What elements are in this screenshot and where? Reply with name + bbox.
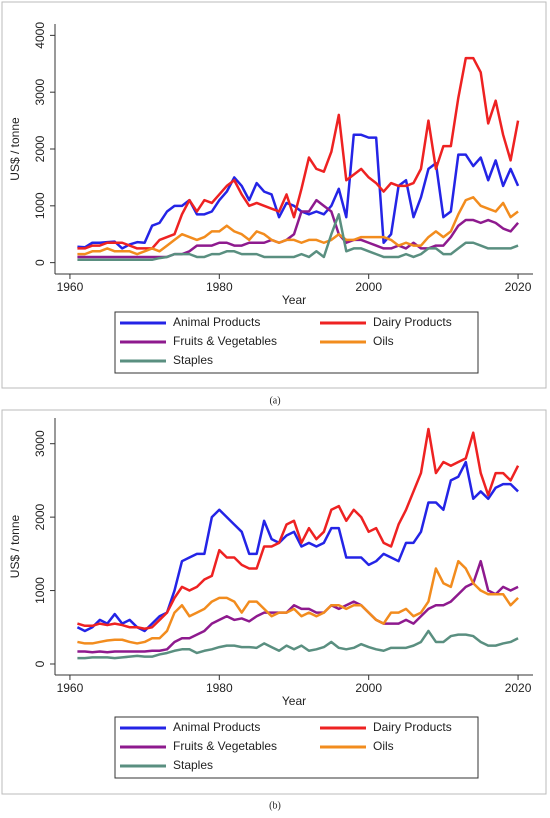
legend-label: Staples	[173, 353, 213, 367]
y-tick-label: 2000	[33, 135, 47, 162]
y-axis-title: US$ / tonne	[8, 514, 22, 578]
legend-label: Fruits & Vegetables	[173, 334, 277, 348]
series-line	[77, 559, 519, 654]
caption: (b)	[269, 800, 281, 811]
x-tick-label: 1980	[206, 280, 233, 294]
series-line	[76, 460, 519, 633]
legend-box	[114, 311, 479, 374]
series-line	[77, 559, 519, 645]
series-line	[77, 213, 519, 262]
y-tick-label: 0	[33, 259, 47, 266]
x-axis-title: Year	[282, 694, 306, 708]
x-tick-label: 2000	[355, 681, 382, 695]
legend-label: Animal Products	[173, 315, 260, 329]
y-tick-label: 3000	[33, 79, 47, 106]
y-tick-label: 1000	[33, 192, 47, 219]
caption: (a)	[269, 395, 280, 406]
x-tick-label: 2020	[505, 681, 532, 695]
panel-frame	[1, 409, 547, 795]
y-tick-label: 3000	[33, 430, 47, 457]
x-tick-label: 2000	[355, 280, 382, 294]
series-line	[77, 198, 520, 259]
legend-label: Dairy Products	[373, 720, 452, 734]
x-tick-label: 1960	[57, 280, 84, 294]
y-tick-label: 2000	[33, 503, 47, 530]
series-line	[77, 196, 519, 256]
series-line	[77, 427, 520, 630]
panel-frame	[1, 1, 547, 389]
legend-label: Fruits & Vegetables	[173, 739, 277, 753]
legend-box	[114, 716, 479, 779]
x-tick-label: 1980	[206, 681, 233, 695]
legend-label: Staples	[173, 758, 213, 772]
legend-label: Animal Products	[173, 720, 260, 734]
y-tick-label: 1000	[33, 577, 47, 604]
x-tick-label: 1960	[57, 681, 84, 695]
legend-label: Oils	[373, 334, 394, 348]
x-axis-title: Year	[282, 293, 306, 307]
x-tick-label: 2020	[505, 280, 532, 294]
legend-label: Oils	[373, 739, 394, 753]
series-line	[77, 629, 519, 660]
series-line	[77, 133, 520, 250]
y-tick-label: 0	[33, 660, 47, 667]
y-axis-title: US$ / tonne	[8, 117, 22, 181]
y-tick-label: 4000	[33, 22, 47, 49]
legend-label: Dairy Products	[373, 315, 452, 329]
